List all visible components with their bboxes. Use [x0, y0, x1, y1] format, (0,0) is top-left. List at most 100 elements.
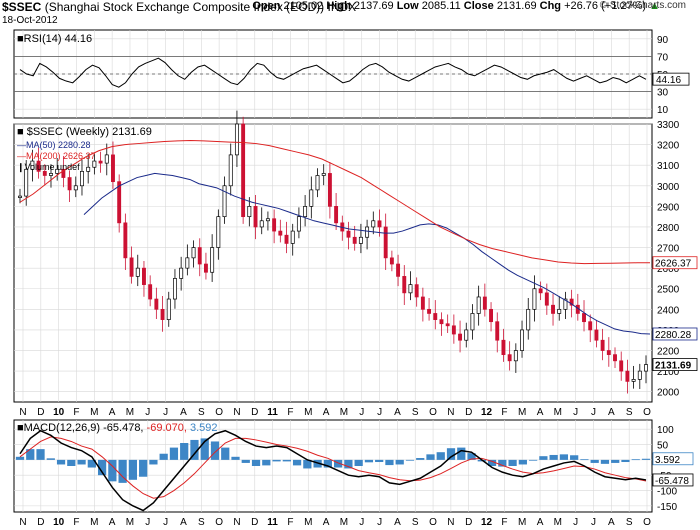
price-y-tick-label: 2100 [657, 367, 680, 378]
candle-body [265, 218, 270, 222]
x-tick-label-macd: J [573, 517, 578, 528]
volume-legend: ❙Volume undef [17, 162, 80, 173]
candle-body [284, 234, 289, 244]
candle-body [631, 378, 636, 382]
x-tick-label-macd: D [37, 517, 44, 528]
rsi-legend: ■RSI(14) 44.16 [17, 33, 92, 45]
candle-body [383, 226, 388, 259]
macd-last-value-label: 3.592 [655, 455, 680, 466]
x-tick-label-macd: D [465, 517, 472, 528]
candle-body [396, 263, 401, 277]
exchange: INDX [327, 0, 357, 14]
x-tick-label-macd: J [163, 517, 168, 528]
candle-body [185, 257, 190, 269]
macd-histogram-bar [272, 459, 281, 462]
candle-body [18, 195, 22, 198]
macd-histogram-bar [549, 454, 558, 460]
candle-body [42, 171, 47, 176]
x-tick-label-macd: N [447, 517, 454, 528]
x-tick-label-macd: J [359, 517, 364, 528]
x-tick-label-macd: A [323, 517, 330, 528]
macd-y-tick-label: 50 [657, 441, 669, 452]
high-value: 2137.69 [353, 0, 394, 12]
candle-body [501, 339, 506, 355]
candle-body [544, 292, 549, 306]
rsi-y-tick-label: 90 [657, 35, 669, 46]
x-tick-label-price: J [377, 407, 382, 418]
price-last-value-box [652, 327, 698, 341]
candle-body [352, 236, 357, 244]
quote-summary: Open 2105.02 High 2137.69 Low 2085.11 Cl… [252, 0, 660, 12]
x-tick-label-price: 12 [481, 407, 493, 418]
x-tick-label-price: N [233, 407, 240, 418]
x-tick-label-macd: J [377, 517, 382, 528]
candle-body [123, 222, 128, 259]
candle-body [303, 206, 308, 218]
x-tick-label-macd: S [626, 517, 633, 528]
macd-histogram-bar [210, 441, 220, 460]
x-tick-label-macd: F [287, 517, 293, 528]
candle-body [458, 333, 463, 341]
x-tick-label-macd: O [215, 517, 223, 528]
chart-title: $SSEC (Shanghai Stock Exchange Composite… [2, 0, 356, 14]
macd-histogram-bar [282, 459, 291, 462]
low-label: Low [396, 0, 419, 12]
candle-body [247, 206, 252, 218]
x-tick-label-macd: D [251, 517, 258, 528]
x-tick-label-macd: J [145, 517, 150, 528]
candle-body [61, 168, 66, 178]
x-tick-label-price: F [287, 407, 293, 418]
price-y-tick-label: 2000 [657, 388, 680, 399]
x-tick-label-price: J [591, 407, 596, 418]
macd-histogram-bar [26, 449, 35, 460]
candle-body [80, 171, 84, 187]
candle-body [520, 329, 524, 351]
candle-body [290, 230, 295, 244]
rsi-last-value-label: 44.16 [656, 75, 681, 86]
x-tick-label-price: N [19, 407, 26, 418]
candle-body [278, 230, 283, 236]
macd-histogram-bar [559, 454, 569, 460]
macd-histogram-bar [426, 454, 435, 460]
macd-histogram-bar [15, 456, 25, 460]
candle-body [253, 206, 258, 228]
macd-histogram-bar [149, 459, 158, 465]
macd-line [19, 429, 647, 512]
candle-body [439, 319, 444, 325]
chg-value: +26.76 (+1.27%) [564, 0, 647, 12]
macd-histogram-bar [190, 439, 199, 460]
x-tick-label-price: 10 [53, 407, 65, 418]
x-tick-label-price: M [554, 407, 562, 418]
x-tick-label-price: S [198, 407, 205, 418]
macd-histogram-bar [570, 455, 579, 460]
macd-histogram-bar [67, 459, 76, 466]
symbol: $SSEC [2, 0, 42, 14]
macd-histogram-bar [508, 459, 517, 466]
price-last-value-label: 2626.37 [655, 259, 692, 270]
brand-link[interactable]: © StockCharts.com [599, 0, 686, 11]
x-tick-label-macd: A [394, 517, 401, 528]
price-last-value-box [652, 256, 698, 270]
price-last-value-box [652, 358, 698, 371]
x-tick-label-price: M [126, 407, 134, 418]
candle-body [557, 308, 562, 314]
candle-body [173, 278, 177, 300]
candle-body [166, 298, 171, 320]
macd-histogram-bar [87, 459, 96, 468]
candle-body [210, 247, 215, 273]
macd-y-tick-label: -150 [657, 502, 677, 513]
close-value: 2131.69 [496, 0, 537, 12]
candle-body [321, 173, 326, 176]
macd-histogram-bar [395, 459, 404, 465]
macd-histogram-bar [487, 459, 497, 466]
x-tick-label-macd: A [537, 517, 544, 528]
candle-body [489, 308, 493, 323]
macd-histogram-bar [580, 459, 589, 461]
macd-histogram-bar [46, 458, 55, 460]
candle-body [507, 354, 512, 362]
candle-body [160, 308, 165, 320]
rsi-line [19, 57, 647, 88]
macd-histogram-bar [118, 459, 127, 483]
candle-body [532, 288, 537, 310]
candle-body [358, 236, 363, 244]
